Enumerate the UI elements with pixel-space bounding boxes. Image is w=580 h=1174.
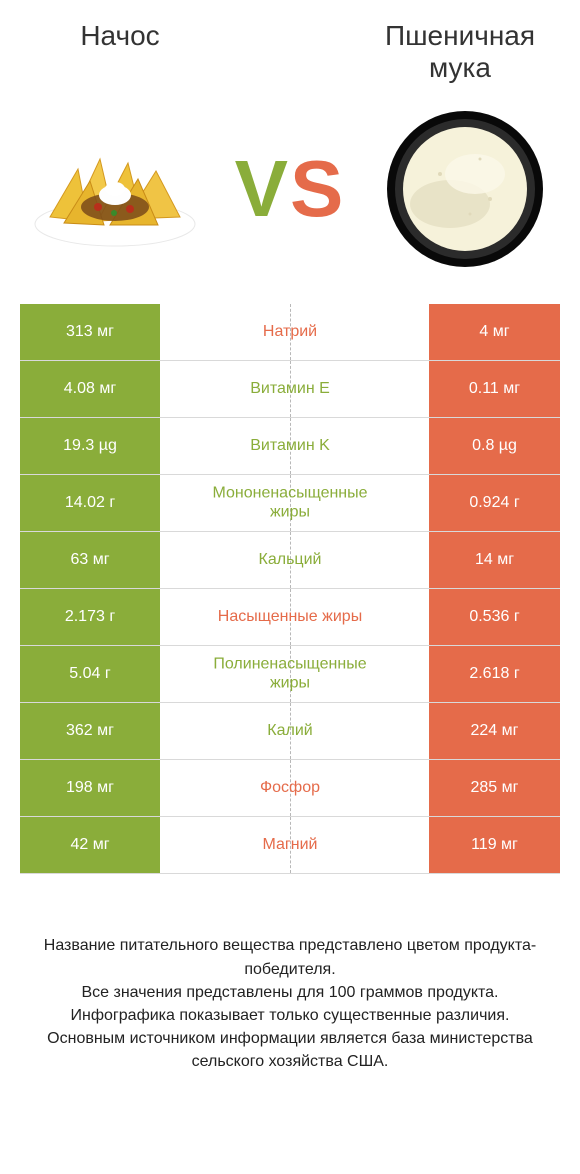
nutrient-label: Мононенасыщенные жиры	[200, 481, 380, 526]
nutrient-label: Натрий	[200, 319, 380, 345]
vs-v: V	[235, 144, 290, 233]
right-value: 0.8 µg	[429, 418, 560, 474]
left-value: 5.04 г	[20, 646, 160, 702]
right-value: 224 мг	[429, 703, 560, 759]
left-value: 198 мг	[20, 760, 160, 816]
table-row: 5.04 г 2.618 г Полиненасыщенные жиры	[20, 646, 560, 702]
titles-row: Начос Пшеничная мука	[20, 20, 560, 84]
table-row: 19.3 µg 0.8 µg Витамин K	[20, 418, 560, 474]
nutrient-label: Калий	[200, 718, 380, 744]
row-separator	[20, 873, 560, 874]
left-value: 4.08 мг	[20, 361, 160, 417]
nutrient-label: Кальций	[200, 547, 380, 573]
table-row: 42 мг 119 мг Магний	[20, 817, 560, 873]
table-row: 2.173 г 0.536 г Насыщенные жиры	[20, 589, 560, 645]
table-row: 63 мг 14 мг Кальций	[20, 532, 560, 588]
title-left: Начос	[20, 20, 220, 52]
left-value: 63 мг	[20, 532, 160, 588]
footer: Название питательного вещества представл…	[20, 934, 560, 1083]
right-value: 2.618 г	[429, 646, 560, 702]
flour-image	[380, 104, 550, 274]
table-row: 198 мг 285 мг Фосфор	[20, 760, 560, 816]
vs-s: S	[290, 144, 345, 233]
nachos-image	[30, 104, 200, 274]
right-value: 0.536 г	[429, 589, 560, 645]
right-value: 0.11 мг	[429, 361, 560, 417]
nutrient-label: Витамин K	[200, 433, 380, 459]
left-value: 2.173 г	[20, 589, 160, 645]
title-right: Пшеничная мука	[360, 20, 560, 84]
nutrient-label: Витамин E	[200, 376, 380, 402]
footer-line-4: Основным источником информации является …	[36, 1027, 544, 1073]
hero-row: VS	[20, 104, 560, 274]
right-value: 285 мг	[429, 760, 560, 816]
vs-label: VS	[235, 149, 346, 229]
nutrient-label: Магний	[200, 832, 380, 858]
table-row: 14.02 г 0.924 г Мононенасыщенные жиры	[20, 475, 560, 531]
right-value: 119 мг	[429, 817, 560, 873]
left-value: 313 мг	[20, 304, 160, 360]
footer-line-1: Название питательного вещества представл…	[36, 934, 544, 980]
table-row: 4.08 мг 0.11 мг Витамин E	[20, 361, 560, 417]
footer-line-3: Инфографика показывает только существенн…	[36, 1004, 544, 1027]
nutrient-label: Насыщенные жиры	[200, 604, 380, 630]
left-value: 19.3 µg	[20, 418, 160, 474]
right-value: 0.924 г	[429, 475, 560, 531]
nutrient-label: Фосфор	[200, 775, 380, 801]
left-value: 362 мг	[20, 703, 160, 759]
left-value: 14.02 г	[20, 475, 160, 531]
left-value: 42 мг	[20, 817, 160, 873]
infographic-container: Начос Пшеничная мука	[0, 0, 580, 1094]
comparison-table: 313 мг 4 мг Натрий 4.08 мг 0.11 мг Витамин E 1…	[20, 304, 560, 874]
right-value: 4 мг	[429, 304, 560, 360]
nutrient-label: Полиненасыщенные жиры	[200, 652, 380, 697]
table-row: 362 мг 224 мг Калий	[20, 703, 560, 759]
table-row: 313 мг 4 мг Натрий	[20, 304, 560, 360]
right-value: 14 мг	[429, 532, 560, 588]
footer-line-2: Все значения представлены для 100 граммо…	[36, 981, 544, 1004]
